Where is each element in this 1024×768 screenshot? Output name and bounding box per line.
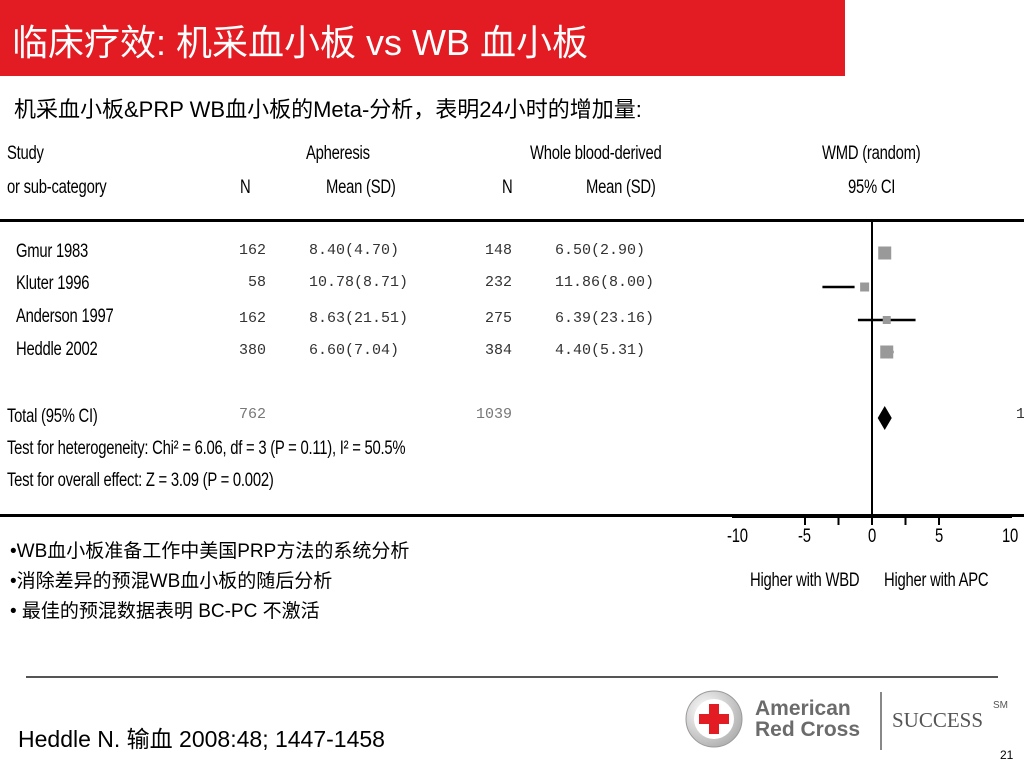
bullet-item: •消除差异的预混WB血小板的随后分析 <box>10 571 333 592</box>
header-n-wb: N <box>502 177 513 198</box>
favours-right-label: Higher with APC <box>884 570 989 591</box>
study-name: Gmur 1983 <box>16 241 89 262</box>
x-tick-label: -10 <box>727 526 748 547</box>
bullet-item: •WB血小板准备工作中美国PRP方法的系统分析 <box>10 541 410 562</box>
bullet-list: •WB血小板准备工作中美国PRP方法的系统分析 •消除差异的预混WB血小板的随后… <box>10 537 409 627</box>
logo-tagline: SUCCESS <box>892 708 984 732</box>
header-mean-apheresis: Mean (SD) <box>326 177 396 198</box>
american-red-cross-logo: American Red Cross SUCCESS SM <box>683 688 1013 750</box>
overall-effect-test: Test for overall effect: Z = 3.09 (P = 0… <box>7 470 274 491</box>
study-name: Heddle 2002 <box>16 339 98 360</box>
study-n2: 232 <box>484 274 512 291</box>
total-effect-diamond <box>877 406 892 430</box>
study-effect-marker <box>860 282 870 292</box>
study-name: Kluter 1996 <box>16 273 90 294</box>
x-tick-label: 10 <box>1002 526 1019 547</box>
study-mean1: 8.63(21.51) <box>309 310 409 327</box>
study-mean1: 10.78(8.71) <box>309 274 409 291</box>
x-tick-label: -5 <box>798 526 811 547</box>
header-apheresis: Apheresis <box>306 143 370 164</box>
total-n1: 762 <box>238 406 266 423</box>
red-cross-emblem-icon <box>685 690 743 748</box>
table-top-rule <box>0 219 1024 222</box>
table-bottom-rule <box>0 514 1024 517</box>
header-subcategory: or sub-category <box>7 177 107 198</box>
header-study: Study <box>7 143 44 164</box>
slide-title: 临床疗效: 机采血小板 vs WB 血小板 <box>12 22 589 63</box>
citation: Heddle N. 输血 2008:48; 1447-1458 <box>18 726 385 752</box>
total-weight-fragment: 1 <box>1016 406 1024 423</box>
logo-wordmark: American Red Cross <box>755 698 860 740</box>
page-number: 21 <box>1000 748 1014 762</box>
favours-left-label: Higher with WBD <box>750 570 860 591</box>
slide-subtitle: 机采血小板&PRP WB血小板的Meta-分析，表明24小时的增加量: <box>14 97 642 122</box>
logo-name-line2: Red Cross <box>755 718 861 741</box>
header-mean-wb: Mean (SD) <box>586 177 656 198</box>
study-n2: 275 <box>484 310 512 327</box>
header-ci: 95% CI <box>848 177 896 198</box>
logo-divider <box>880 692 882 750</box>
study-mean1: 6.60(7.04) <box>309 342 400 359</box>
title-bar: 临床疗效: 机采血小板 vs WB 血小板 <box>0 0 845 76</box>
study-effect-marker <box>880 345 894 359</box>
study-name: Anderson 1997 <box>16 306 114 327</box>
total-label: Total (95% CI) <box>7 406 98 427</box>
header-wmd: WMD (random) <box>822 143 921 164</box>
bullet-item: • 最佳的预混数据表明 BC-PC 不激活 <box>10 601 320 622</box>
study-mean2: 6.50(2.90) <box>555 242 646 259</box>
logo-service-mark: SM <box>993 700 1008 711</box>
study-n2: 148 <box>484 242 512 259</box>
logo-name-line1: American <box>755 697 851 720</box>
study-n2: 384 <box>484 342 512 359</box>
x-tick-label: 0 <box>868 526 877 547</box>
total-n2: 1039 <box>475 406 512 423</box>
x-tick-label: 5 <box>935 526 944 547</box>
footer-divider <box>26 676 998 678</box>
study-effect-marker <box>882 316 891 324</box>
header-whole-blood: Whole blood-derived <box>530 143 662 164</box>
header-n-apheresis: N <box>240 177 251 198</box>
study-n1: 58 <box>247 274 266 291</box>
study-mean1: 8.40(4.70) <box>309 242 400 259</box>
study-mean2: 4.40(5.31) <box>555 342 646 359</box>
study-mean2: 6.39(23.16) <box>555 310 655 327</box>
study-n1: 380 <box>238 342 266 359</box>
study-effect-marker <box>878 246 892 260</box>
study-n1: 162 <box>238 310 266 327</box>
study-n1: 162 <box>238 242 266 259</box>
study-mean2: 11.86(8.00) <box>555 274 655 291</box>
heterogeneity-test: Test for heterogeneity: Chi² = 6.06, df … <box>7 438 406 459</box>
